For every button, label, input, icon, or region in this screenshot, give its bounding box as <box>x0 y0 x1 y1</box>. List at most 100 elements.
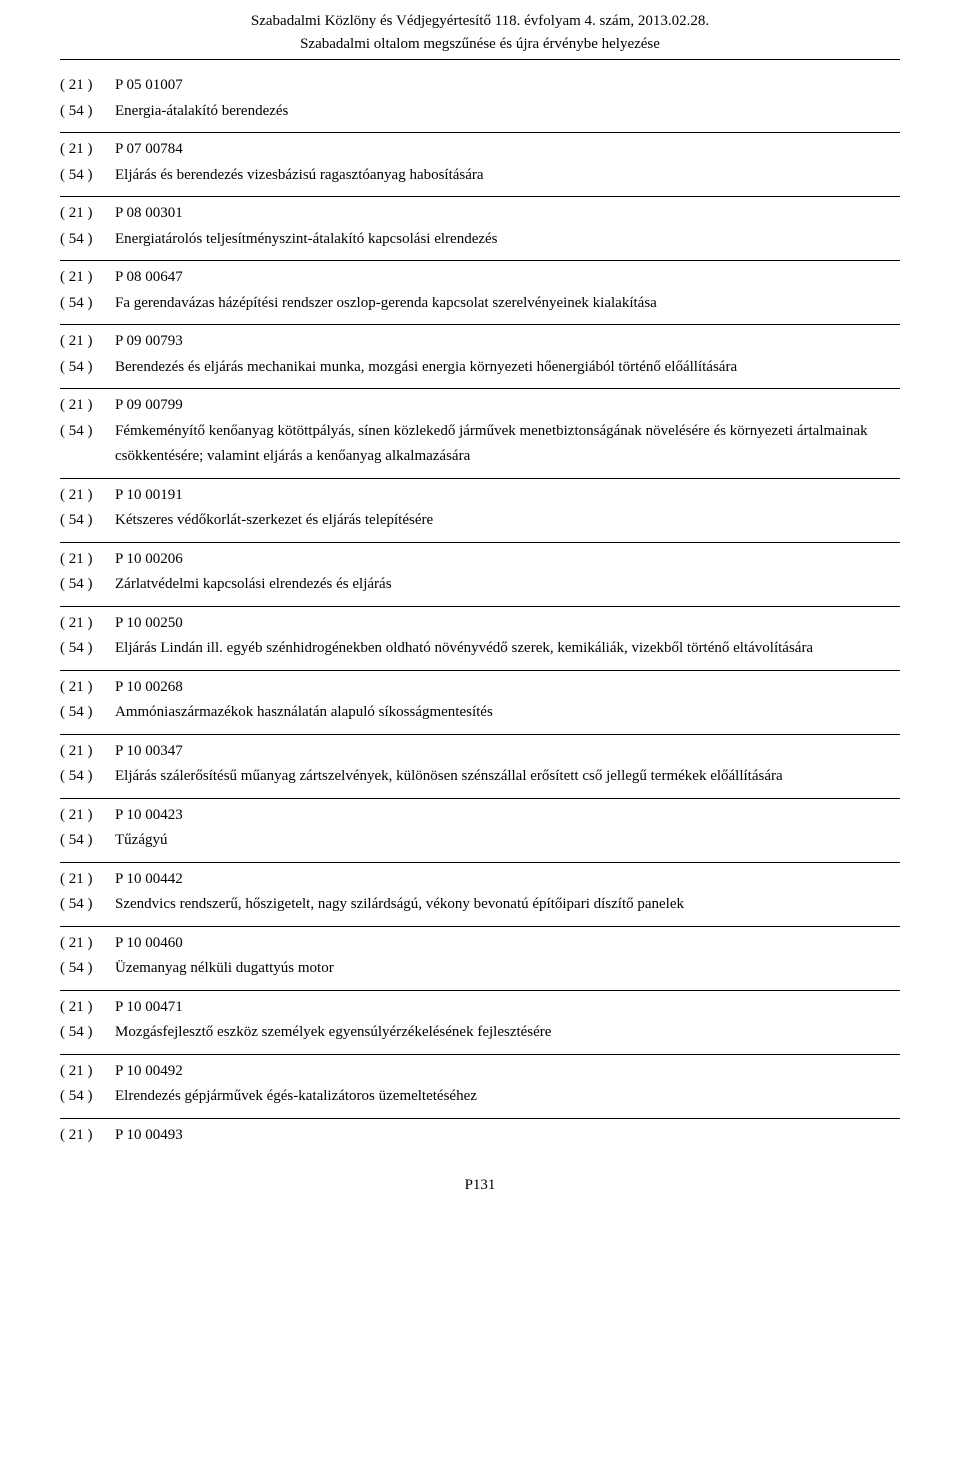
patent-id: P 10 00460 <box>115 931 900 957</box>
patent-title: Berendezés és eljárás mechanikai munka, … <box>115 355 900 381</box>
code-21-label: ( 21 ) <box>60 1059 115 1085</box>
entry-id-line: ( 21 )P 10 00206 <box>60 547 900 573</box>
patent-title: Ammóniaszármazékok használatán alapuló s… <box>115 700 900 726</box>
patent-id: P 10 00442 <box>115 867 900 893</box>
entries-list: ( 21 )P 05 01007( 54 )Energia-átalakító … <box>60 69 900 1119</box>
patent-title: Energiatárolós teljesítményszint-átalakí… <box>115 227 900 253</box>
entry-title-line: ( 54 )Eljárás Lindán ill. egyéb szénhidr… <box>60 636 900 662</box>
code-21-label: ( 21 ) <box>60 995 115 1021</box>
code-21-label: ( 21 ) <box>60 393 115 419</box>
header-publication-info: Szabadalmi Közlöny és Védjegyértesítő 11… <box>60 10 900 33</box>
entry-id-line: ( 21 )P 10 00191 <box>60 483 900 509</box>
entry-id-line: ( 21 )P 09 00793 <box>60 329 900 355</box>
code-54-label: ( 54 ) <box>60 1084 115 1110</box>
entry-id-line: ( 21 )P 08 00301 <box>60 201 900 227</box>
patent-entry: ( 21 )P 09 00799( 54 )Fémkeményítő kenőa… <box>60 389 900 474</box>
patent-id: P 05 01007 <box>115 73 900 99</box>
patent-title: Eljárás Lindán ill. egyéb szénhidrogének… <box>115 636 900 662</box>
code-21-label: ( 21 ) <box>60 547 115 573</box>
patent-title: Mozgásfejlesztő eszköz személyek egyensú… <box>115 1020 900 1046</box>
entry-title-line: ( 54 )Mozgásfejlesztő eszköz személyek e… <box>60 1020 900 1046</box>
patent-title: Fémkeményítő kenőanyag kötöttpályás, sín… <box>115 419 900 470</box>
entry-id-line: ( 21 )P 10 00250 <box>60 611 900 637</box>
code-21-label: ( 21 ) <box>60 803 115 829</box>
patent-entry: ( 21 )P 10 00423( 54 )Tűzágyú <box>60 799 900 858</box>
patent-title: Kétszeres védőkorlát-szerkezet és eljárá… <box>115 508 900 534</box>
entry-title-line: ( 54 )Ammóniaszármazékok használatán ala… <box>60 700 900 726</box>
patent-entry: ( 21 )P 10 00442( 54 )Szendvics rendszer… <box>60 863 900 922</box>
patent-id: P 08 00647 <box>115 265 900 291</box>
patent-title: Elrendezés gépjárművek égés-katalizátoro… <box>115 1084 900 1110</box>
entry-title-line: ( 54 )Üzemanyag nélküli dugattyús motor <box>60 956 900 982</box>
code-21-label: ( 21 ) <box>60 739 115 765</box>
code-54-label: ( 54 ) <box>60 700 115 726</box>
entry-id-line: ( 21 )P 09 00799 <box>60 393 900 419</box>
patent-id: P 09 00799 <box>115 393 900 419</box>
entry-id-line: ( 21 )P 10 00471 <box>60 995 900 1021</box>
entry-id-line: ( 21 )P 10 00442 <box>60 867 900 893</box>
code-54-label: ( 54 ) <box>60 892 115 918</box>
patent-id: P 10 00493 <box>115 1123 900 1149</box>
code-21-label: ( 21 ) <box>60 1123 115 1149</box>
patent-title: Eljárás szálerősítésű műanyag zártszelvé… <box>115 764 900 790</box>
entry-title-line: ( 54 )Fémkeményítő kenőanyag kötöttpályá… <box>60 419 900 470</box>
code-54-label: ( 54 ) <box>60 828 115 854</box>
code-54-label: ( 54 ) <box>60 764 115 790</box>
entry-title-line: ( 54 )Zárlatvédelmi kapcsolási elrendezé… <box>60 572 900 598</box>
entry-title-line: ( 54 )Energiatárolós teljesítményszint-á… <box>60 227 900 253</box>
entry-id-line: ( 21 )P 05 01007 <box>60 73 900 99</box>
entry-id-line: ( 21 )P 10 00423 <box>60 803 900 829</box>
code-54-label: ( 54 ) <box>60 227 115 253</box>
code-54-label: ( 54 ) <box>60 419 115 445</box>
header-subtitle: Szabadalmi oltalom megszűnése és újra ér… <box>60 33 900 61</box>
code-21-label: ( 21 ) <box>60 611 115 637</box>
code-54-label: ( 54 ) <box>60 99 115 125</box>
patent-entry: ( 21 )P 10 00471( 54 )Mozgásfejlesztő es… <box>60 991 900 1050</box>
entry-id-line: ( 21 )P 10 00460 <box>60 931 900 957</box>
code-54-label: ( 54 ) <box>60 163 115 189</box>
patent-title: Tűzágyú <box>115 828 900 854</box>
patent-entry: ( 21 )P 07 00784( 54 )Eljárás és berende… <box>60 133 900 192</box>
patent-title: Fa gerendavázas házépítési rendszer oszl… <box>115 291 900 317</box>
code-21-label: ( 21 ) <box>60 73 115 99</box>
entry-id-line: ( 21 )P 10 00492 <box>60 1059 900 1085</box>
patent-id: P 08 00301 <box>115 201 900 227</box>
page-number: P131 <box>60 1177 900 1194</box>
patent-id: P 10 00471 <box>115 995 900 1021</box>
entry-id-line: ( 21 )P 10 00347 <box>60 739 900 765</box>
patent-entry: ( 21 )P 10 00492( 54 )Elrendezés gépjárm… <box>60 1055 900 1114</box>
patent-id: P 10 00347 <box>115 739 900 765</box>
patent-entry: ( 21 )P 10 00347( 54 )Eljárás szálerősít… <box>60 735 900 794</box>
code-21-label: ( 21 ) <box>60 867 115 893</box>
patent-entry: ( 21 )P 10 00206( 54 )Zárlatvédelmi kapc… <box>60 543 900 602</box>
code-21-label: ( 21 ) <box>60 201 115 227</box>
patent-entry: ( 21 )P 09 00793( 54 )Berendezés és eljá… <box>60 325 900 384</box>
patent-title: Szendvics rendszerű, hőszigetelt, nagy s… <box>115 892 900 918</box>
entry-id-line: ( 21 )P 08 00647 <box>60 265 900 291</box>
patent-entry: ( 21 )P 10 00250( 54 )Eljárás Lindán ill… <box>60 607 900 666</box>
patent-title: Energia-átalakító berendezés <box>115 99 900 125</box>
code-21-label: ( 21 ) <box>60 931 115 957</box>
entry-id-line: ( 21 )P 07 00784 <box>60 137 900 163</box>
patent-id: P 10 00250 <box>115 611 900 637</box>
code-21-label: ( 21 ) <box>60 329 115 355</box>
entry-id-line: ( 21 ) P 10 00493 <box>60 1123 900 1149</box>
patent-id: P 10 00492 <box>115 1059 900 1085</box>
code-54-label: ( 54 ) <box>60 1020 115 1046</box>
patent-title: Eljárás és berendezés vizesbázisú ragasz… <box>115 163 900 189</box>
entry-title-line: ( 54 )Berendezés és eljárás mechanikai m… <box>60 355 900 381</box>
code-54-label: ( 54 ) <box>60 636 115 662</box>
code-21-label: ( 21 ) <box>60 675 115 701</box>
patent-title: Üzemanyag nélküli dugattyús motor <box>115 956 900 982</box>
entry-title-line: ( 54 )Eljárás szálerősítésű műanyag zárt… <box>60 764 900 790</box>
patent-id: P 10 00206 <box>115 547 900 573</box>
patent-entry: ( 21 )P 10 00268( 54 )Ammóniaszármazékok… <box>60 671 900 730</box>
entry-id-line: ( 21 )P 10 00268 <box>60 675 900 701</box>
patent-id: P 10 00191 <box>115 483 900 509</box>
patent-id: P 09 00793 <box>115 329 900 355</box>
code-54-label: ( 54 ) <box>60 508 115 534</box>
code-54-label: ( 54 ) <box>60 355 115 381</box>
patent-id: P 07 00784 <box>115 137 900 163</box>
code-21-label: ( 21 ) <box>60 265 115 291</box>
patent-entry: ( 21 )P 08 00647( 54 )Fa gerendavázas há… <box>60 261 900 320</box>
